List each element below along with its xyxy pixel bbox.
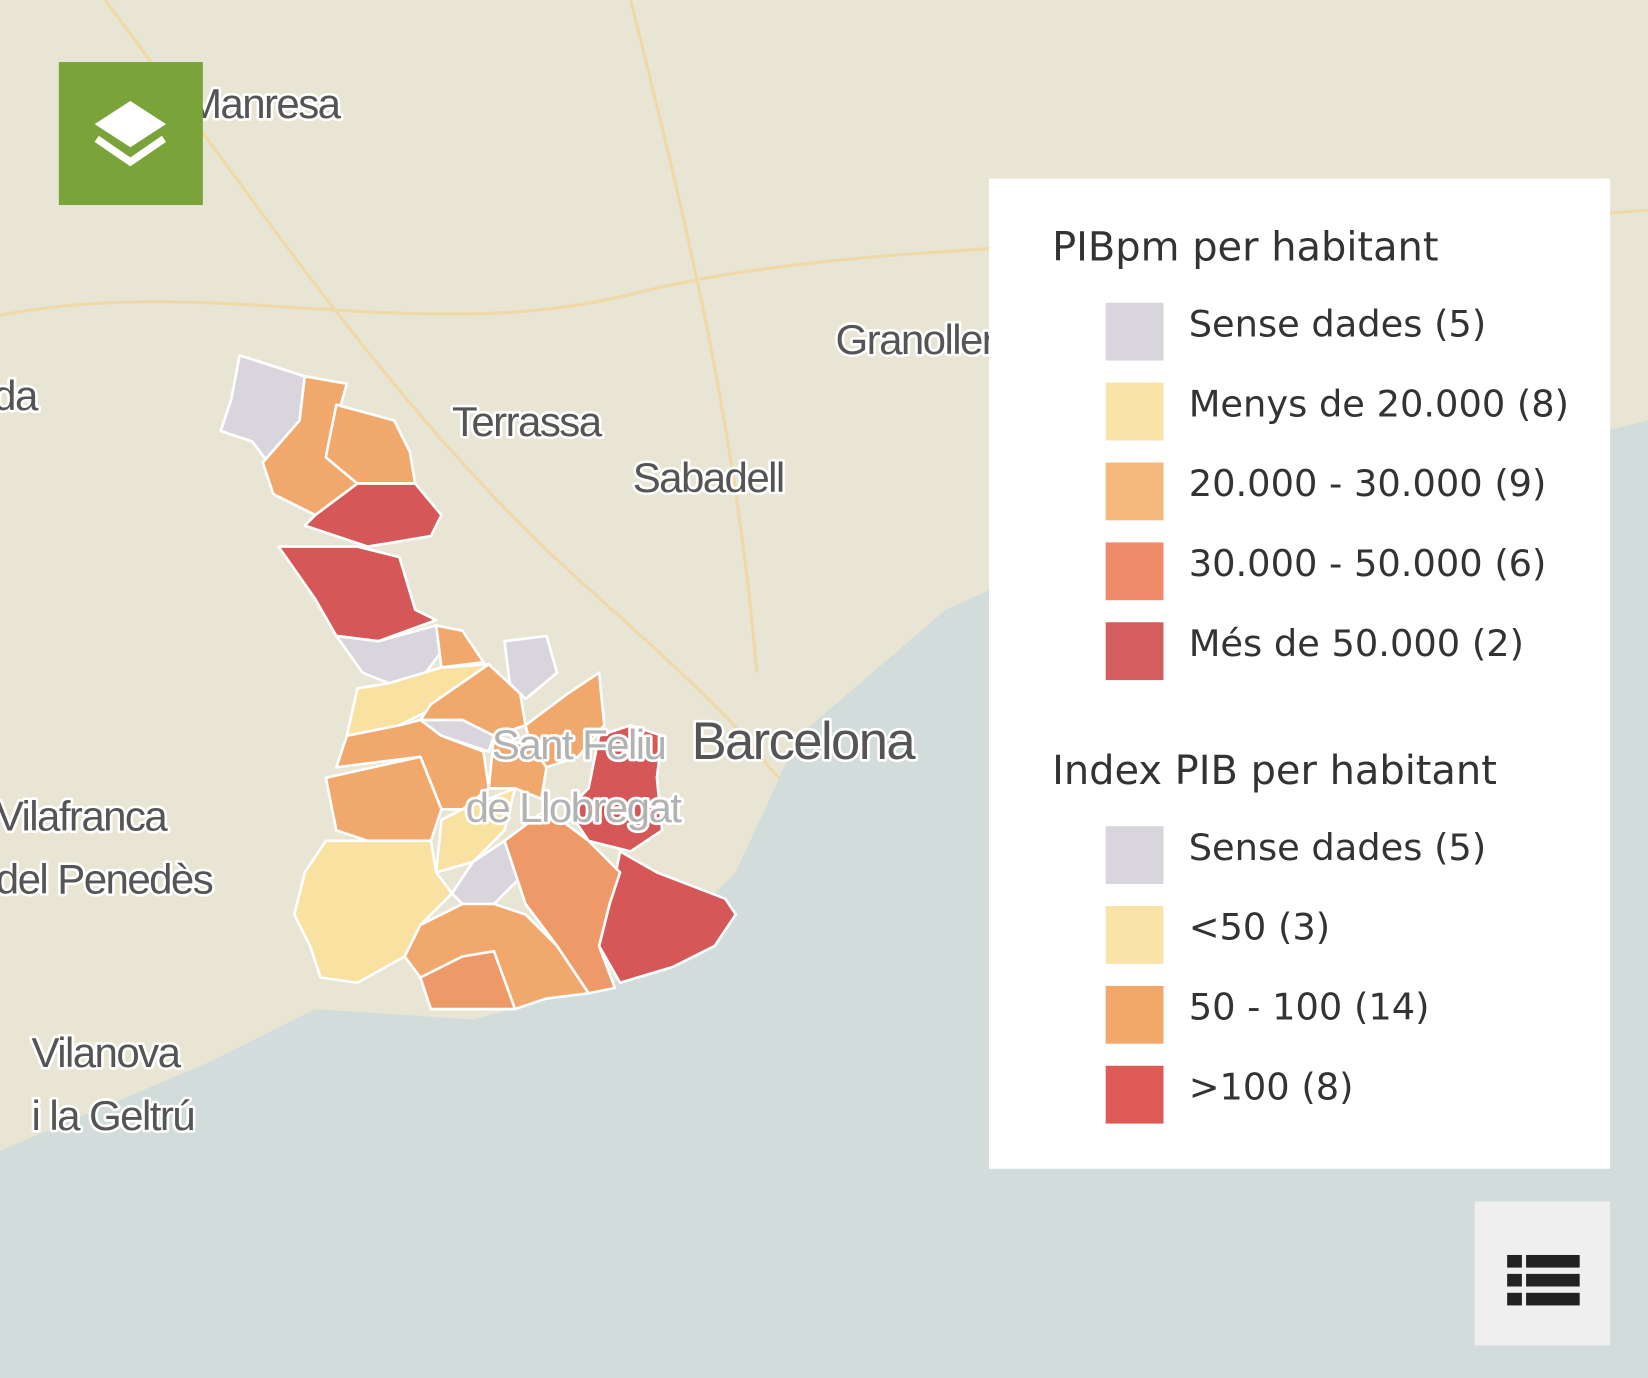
- legend-title: PIBpm per habitant: [1052, 225, 1438, 271]
- road: [629, 0, 759, 673]
- legend-label: 20.000 - 30.000 (9): [1189, 462, 1547, 505]
- municipality[interactable]: [503, 634, 559, 701]
- legend-label: <50 (3): [1189, 906, 1330, 949]
- municipality[interactable]: [487, 734, 548, 801]
- list-icon: [1507, 1254, 1580, 1306]
- road: [103, 0, 800, 800]
- place-label: Igualada: [0, 372, 39, 419]
- municipality[interactable]: [419, 949, 517, 1011]
- layers-icon: [94, 100, 167, 148]
- legend-swatch: [1105, 826, 1164, 884]
- legend-swatch: [1105, 985, 1164, 1044]
- place-label: Manresa: [187, 80, 342, 127]
- legend-label: Sense dades (5): [1189, 826, 1486, 869]
- municipality[interactable]: [303, 482, 443, 548]
- legend-label: 50 - 100 (14): [1189, 986, 1430, 1029]
- place-label: Terrassa: [452, 398, 603, 445]
- legend-label: 30.000 - 50.000 (6): [1189, 542, 1547, 585]
- legend-label: Sense dades (5): [1189, 302, 1486, 345]
- place-label: de Llobregat: [466, 784, 683, 831]
- place-label: Vilanova: [32, 1029, 182, 1076]
- legend-swatch: [1105, 302, 1164, 361]
- municipality[interactable]: [335, 624, 443, 685]
- legend-label: >100 (8): [1189, 1065, 1354, 1108]
- layers-button[interactable]: [58, 62, 203, 206]
- place-label: i la Geltrú: [32, 1092, 195, 1139]
- legend-box: [989, 178, 1611, 1169]
- legend-swatch: [1105, 462, 1164, 521]
- municipality[interactable]: [277, 545, 438, 643]
- municipality[interactable]: [434, 624, 485, 669]
- legend-swatch: [1105, 542, 1164, 601]
- list-button[interactable]: [1474, 1201, 1611, 1346]
- layers-icon: [94, 135, 167, 167]
- legend-label: Menys de 20.000 (8): [1189, 382, 1569, 425]
- place-label: Granollers: [836, 316, 1015, 363]
- municipality[interactable]: [566, 723, 664, 853]
- list-button-bg[interactable]: [1474, 1201, 1611, 1346]
- place-label: Vilafranca: [0, 792, 168, 839]
- legend-swatch: [1105, 906, 1164, 964]
- place-labels: Igualada Manresa Terrassa Sabadell Granoller…: [0, 77, 1018, 1141]
- legend-swatch: [1105, 1065, 1164, 1124]
- legend-title: Index PIB per habitant: [1052, 748, 1497, 794]
- legend-swatch: [1105, 382, 1164, 441]
- legend-label: Més de 50.000 (2): [1189, 622, 1524, 665]
- place-label: Barcelona: [692, 712, 917, 771]
- legend: PIBpm per habitant Sense dades (5) Menys d…: [989, 178, 1611, 1169]
- place-label: Sant Feliu: [492, 721, 665, 768]
- municipality[interactable]: [434, 787, 517, 874]
- municipalities: [219, 353, 738, 1011]
- place-label: del Penedès: [0, 855, 213, 902]
- legend-swatch: [1105, 622, 1164, 681]
- municipality[interactable]: [503, 808, 622, 995]
- place-label: Sabadell: [633, 454, 784, 501]
